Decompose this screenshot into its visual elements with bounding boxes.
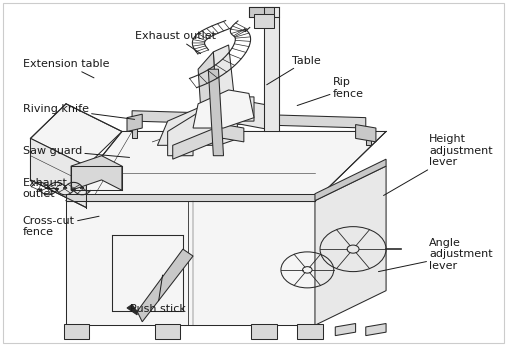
Polygon shape	[137, 249, 193, 322]
Polygon shape	[335, 324, 356, 336]
Polygon shape	[168, 97, 254, 156]
Polygon shape	[127, 114, 142, 131]
Polygon shape	[30, 104, 122, 166]
Polygon shape	[213, 45, 239, 145]
Polygon shape	[198, 52, 218, 145]
Text: Exhaust outlet: Exhaust outlet	[135, 31, 215, 54]
Polygon shape	[173, 125, 244, 159]
Polygon shape	[132, 121, 137, 138]
Polygon shape	[254, 14, 274, 28]
Text: Cross-cut
fence: Cross-cut fence	[23, 216, 99, 237]
Polygon shape	[208, 69, 224, 156]
Polygon shape	[127, 304, 137, 315]
Polygon shape	[249, 7, 274, 17]
Polygon shape	[66, 201, 315, 325]
Polygon shape	[264, 7, 279, 131]
Polygon shape	[64, 324, 89, 339]
Polygon shape	[155, 324, 180, 339]
Text: Extension table: Extension table	[23, 59, 109, 78]
Polygon shape	[251, 324, 277, 339]
Polygon shape	[66, 194, 315, 201]
Text: Rip
fence: Rip fence	[297, 78, 364, 106]
Polygon shape	[71, 156, 122, 190]
Text: Saw guard: Saw guard	[23, 146, 130, 157]
Text: Push stick: Push stick	[130, 275, 185, 313]
Polygon shape	[315, 159, 386, 201]
Text: Riving knife: Riving knife	[23, 104, 135, 119]
Text: Height
adjustment
lever: Height adjustment lever	[384, 134, 493, 195]
Polygon shape	[366, 128, 371, 145]
Polygon shape	[297, 324, 323, 339]
Polygon shape	[112, 235, 183, 311]
Text: Table: Table	[267, 56, 321, 85]
Polygon shape	[30, 138, 86, 208]
Polygon shape	[366, 324, 386, 336]
Polygon shape	[315, 166, 386, 325]
Text: Angle
adjustment
lever: Angle adjustment lever	[378, 238, 493, 272]
Polygon shape	[356, 125, 376, 142]
Text: Exhaust
outlet: Exhaust outlet	[23, 178, 68, 199]
Polygon shape	[66, 131, 386, 201]
Polygon shape	[249, 7, 279, 17]
Polygon shape	[193, 90, 254, 128]
Polygon shape	[157, 97, 279, 145]
Polygon shape	[132, 111, 366, 128]
